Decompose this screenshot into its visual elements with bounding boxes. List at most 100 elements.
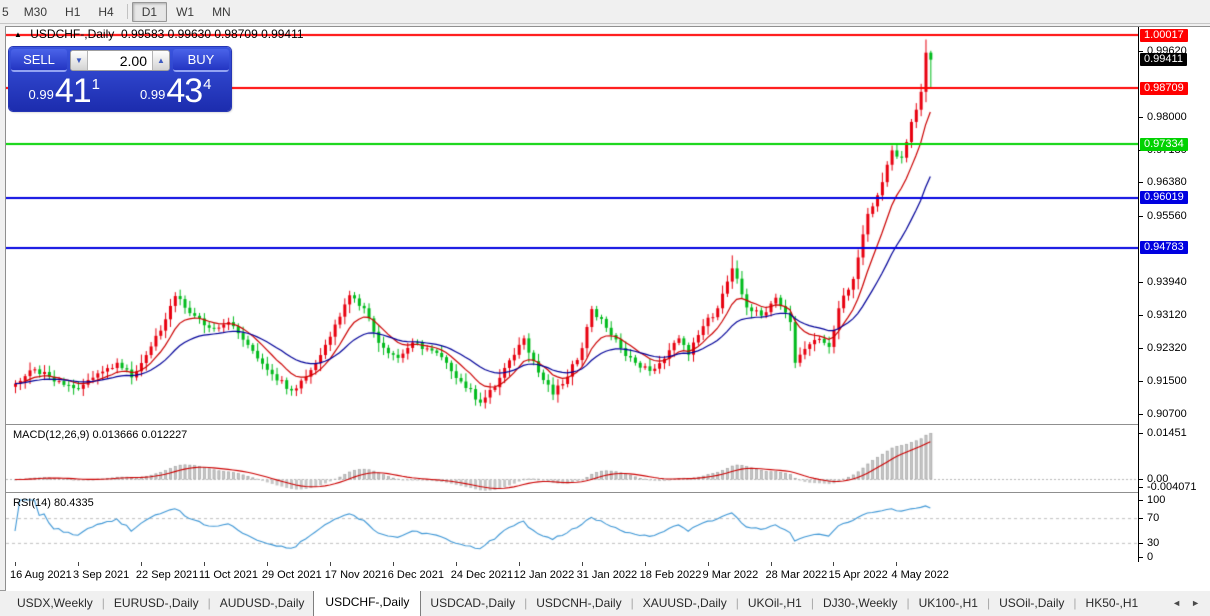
current-price-label: 0.99411 bbox=[1140, 53, 1187, 67]
date-tick bbox=[707, 562, 709, 566]
date-tick bbox=[203, 562, 205, 566]
price-axis-tick: 0.96380 bbox=[1139, 176, 1187, 189]
volume-spinner: ▼ ▲ bbox=[70, 50, 170, 71]
sell-button[interactable]: SELL bbox=[11, 49, 67, 72]
volume-input[interactable] bbox=[88, 51, 152, 70]
chart-tab-usdxweekly[interactable]: USDX,Weekly bbox=[17, 596, 93, 610]
date-label: 15 Apr 2022 bbox=[828, 569, 888, 581]
price-axis-tick: 0.93120 bbox=[1139, 309, 1187, 322]
timeframe-toolbar: 5 M30 H1 H4 D1 W1 MN bbox=[0, 0, 1210, 24]
date-label: 22 Sep 2021 bbox=[135, 569, 199, 581]
date-label: 28 Mar 2022 bbox=[765, 569, 828, 581]
macd-label: MACD(12,26,9) 0.013666 0.012227 bbox=[13, 429, 188, 441]
indicator-axis-tick: -0.004071 bbox=[1139, 481, 1197, 494]
chart-tab-eurusddaily[interactable]: EURUSD-,Daily bbox=[113, 596, 199, 610]
indicator-axis-tick: 30 bbox=[1139, 537, 1159, 550]
date-label: 18 Feb 2022 bbox=[639, 569, 702, 581]
rsi-chart-canvas[interactable] bbox=[6, 494, 1138, 562]
tab-separator: | bbox=[1073, 596, 1077, 610]
date-tick bbox=[455, 562, 457, 566]
level-price-label[interactable]: 1.00017 bbox=[1140, 28, 1188, 42]
timeframe-button-h1[interactable]: H1 bbox=[65, 4, 81, 19]
chart-tab-xauusddaily[interactable]: XAUUSD-,Daily bbox=[642, 596, 727, 610]
tab-separator: | bbox=[810, 596, 814, 610]
chart-tab-usdchfdaily[interactable]: USDCHF-,Daily bbox=[313, 590, 422, 616]
pane-divider bbox=[6, 492, 1210, 495]
price-axis-tick: 0.90700 bbox=[1139, 408, 1187, 421]
date-tick bbox=[644, 562, 646, 566]
volume-increase-button[interactable]: ▲ bbox=[152, 51, 169, 70]
timeframe-button-5[interactable]: 5 bbox=[2, 4, 9, 19]
timeframe-button-m30[interactable]: M30 bbox=[23, 4, 48, 19]
date-tick bbox=[896, 562, 898, 566]
timeframe-button-h4[interactable]: H4 bbox=[98, 4, 114, 19]
timeframe-button-w1[interactable]: W1 bbox=[176, 4, 195, 19]
date-tick bbox=[329, 562, 331, 566]
date-label: 9 Mar 2022 bbox=[702, 569, 759, 581]
buy-price[interactable]: 0.99 43 4 bbox=[122, 74, 231, 109]
sell-price-pip: 1 bbox=[91, 76, 100, 93]
indicator-axis-tick: 100 bbox=[1139, 494, 1165, 507]
date-label: 17 Nov 2021 bbox=[324, 569, 388, 581]
level-price-label[interactable]: 0.97334 bbox=[1140, 137, 1188, 151]
indicator-axis-tick: 0 bbox=[1139, 551, 1153, 564]
indicator-axis-tick: 0.01451 bbox=[1139, 427, 1187, 440]
chart-symbol-title: USDCHF-,Daily bbox=[30, 27, 115, 41]
timeframe-button-d1[interactable]: D1 bbox=[131, 1, 168, 22]
tab-separator: | bbox=[101, 596, 105, 610]
chart-tab-usdcaddaily[interactable]: USDCAD-,Daily bbox=[430, 596, 516, 610]
timeframe-button-mn[interactable]: MN bbox=[212, 4, 231, 19]
chart-tab-usoildaily[interactable]: USOil-,Daily bbox=[999, 596, 1065, 610]
tab-scroll-left-icon[interactable]: ◄ bbox=[1172, 598, 1182, 608]
date-label: 3 Sep 2021 bbox=[72, 569, 130, 581]
chart-ohlc-values: 0.99583 0.99630 0.98709 0.99411 bbox=[120, 27, 304, 41]
sell-price-prefix: 0.99 bbox=[28, 87, 54, 102]
chart-tab-dj30weekly[interactable]: DJ30-,Weekly bbox=[822, 596, 898, 610]
chart-tab-hk50h1[interactable]: HK50-,H1 bbox=[1085, 596, 1139, 610]
price-axis-tick: 0.92320 bbox=[1139, 342, 1187, 355]
tab-separator: | bbox=[986, 596, 991, 610]
indicator-axis-tick: 70 bbox=[1139, 512, 1159, 525]
price-axis-tick: 0.91500 bbox=[1139, 375, 1187, 388]
sell-price[interactable]: 0.99 41 1 bbox=[10, 74, 119, 109]
collapse-trade-panel-icon[interactable]: ▲ bbox=[14, 30, 22, 39]
date-label: 6 Dec 2021 bbox=[387, 569, 445, 581]
date-label: 31 Jan 2022 bbox=[576, 569, 638, 581]
chart-tab-usdcnhdaily[interactable]: USDCNH-,Daily bbox=[536, 596, 622, 610]
date-tick bbox=[15, 562, 16, 566]
chart-tab-audusddaily[interactable]: AUDUSD-,Daily bbox=[219, 596, 305, 610]
level-price-label[interactable]: 0.96019 bbox=[1140, 191, 1188, 205]
date-label: 4 May 2022 bbox=[891, 569, 949, 581]
date-label: 12 Jan 2022 bbox=[513, 569, 575, 581]
buy-price-big-digits: 43 bbox=[166, 72, 203, 110]
level-price-label[interactable]: 0.94783 bbox=[1140, 241, 1188, 255]
volume-decrease-button[interactable]: ▼ bbox=[71, 51, 88, 70]
price-axis-tick: 0.95560 bbox=[1139, 210, 1187, 223]
date-label: 24 Dec 2021 bbox=[450, 569, 514, 581]
chart-tab-ukoilh1[interactable]: UKOil-,H1 bbox=[747, 596, 802, 610]
tab-scroll-right-icon[interactable]: ► bbox=[1191, 598, 1200, 608]
date-label: 16 Aug 2021 bbox=[10, 569, 72, 581]
date-label: 11 Oct 2021 bbox=[198, 569, 258, 581]
date-tick bbox=[140, 562, 142, 566]
buy-price-prefix: 0.99 bbox=[140, 87, 166, 102]
date-tick bbox=[770, 562, 772, 566]
tab-separator: | bbox=[207, 596, 211, 610]
price-axis: 0.996200.980000.971800.963800.955600.939… bbox=[1138, 27, 1210, 564]
date-tick bbox=[833, 562, 835, 566]
date-tick bbox=[266, 562, 268, 566]
date-axis: 16 Aug 2021 3 Sep 2021 22 Sep 2021 11 Oct 2… bbox=[6, 562, 1210, 591]
date-tick bbox=[518, 562, 520, 566]
chart-tab-uk100h1[interactable]: UK100-,H1 bbox=[918, 596, 978, 610]
date-tick bbox=[581, 562, 583, 566]
date-tick bbox=[77, 562, 79, 566]
macd-chart-canvas[interactable] bbox=[6, 426, 1138, 492]
buy-button[interactable]: BUY bbox=[173, 49, 229, 72]
tab-separator: | bbox=[906, 596, 910, 610]
tab-separator: | bbox=[735, 596, 739, 610]
level-price-label[interactable]: 0.98709 bbox=[1140, 81, 1188, 95]
price-axis-tick: 0.93940 bbox=[1139, 276, 1187, 289]
buy-price-pip: 4 bbox=[203, 76, 212, 93]
